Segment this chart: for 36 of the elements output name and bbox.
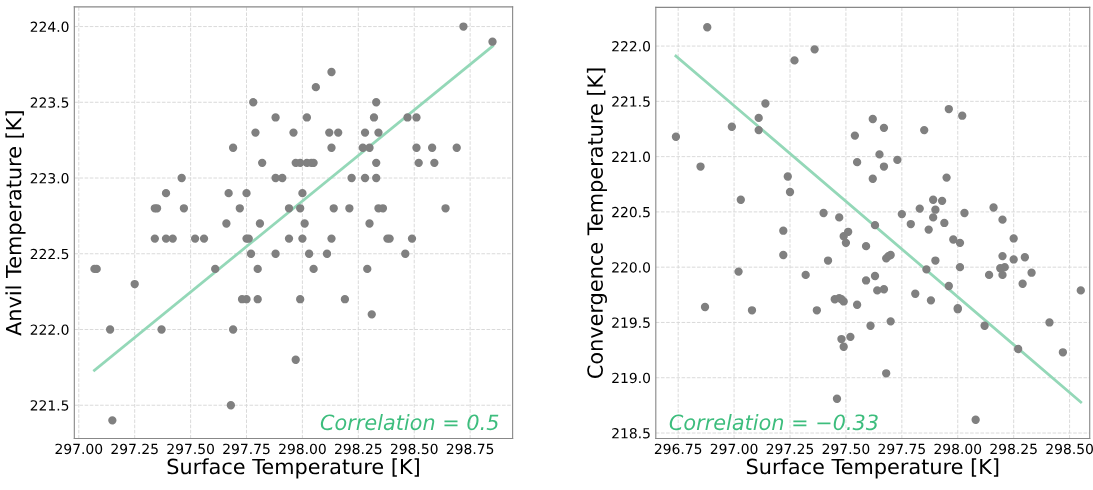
y-tick-label: 222.0 bbox=[612, 41, 651, 52]
y-tick-label: 218.5 bbox=[612, 427, 650, 439]
y-tick-label: 221.5 bbox=[612, 96, 650, 107]
x-tick-label: 298.00 bbox=[279, 443, 326, 455]
x-tick-label: 298.50 bbox=[1046, 443, 1093, 455]
x-tick-label: 298.50 bbox=[390, 443, 438, 455]
x-tick-label: 297.25 bbox=[111, 443, 158, 455]
x-axis-title: Surface Temperature [K] bbox=[746, 458, 999, 479]
y-tick-label: 222.0 bbox=[30, 324, 69, 335]
y-tick-label: 223.0 bbox=[30, 172, 69, 184]
x-tick-label: 297.00 bbox=[710, 443, 758, 455]
y-tick-label: 223.5 bbox=[30, 97, 69, 108]
y-axis-title: Anvil Temperature [K] bbox=[5, 111, 26, 336]
x-tick-label: 298.00 bbox=[934, 443, 982, 455]
y-tick-label: 220.0 bbox=[612, 262, 651, 273]
y-tick-label: 220.5 bbox=[612, 206, 650, 218]
y-tick-label: 221.5 bbox=[30, 400, 69, 411]
annotation: Correlation = −0.33 bbox=[669, 414, 878, 431]
x-tick-label: 296.75 bbox=[654, 443, 702, 455]
x-tick-label: 298.75 bbox=[446, 443, 494, 455]
y-tick-label: 219.0 bbox=[612, 372, 651, 384]
y-tick-label: 221.0 bbox=[612, 151, 651, 163]
x-tick-label: 298.25 bbox=[335, 443, 382, 455]
y-tick-label: 222.5 bbox=[30, 248, 69, 260]
x-tick-label: 297.50 bbox=[822, 443, 870, 455]
x-tick-label: 297.75 bbox=[878, 443, 925, 455]
y-tick-label: 224.0 bbox=[30, 21, 69, 33]
y-axis-title: Convergence Temperature [K] bbox=[586, 68, 608, 379]
x-tick-label: 297.50 bbox=[167, 443, 214, 455]
y-tick-label: 219.5 bbox=[612, 317, 650, 328]
x-axis-title: Surface Temperature [K] bbox=[167, 458, 419, 479]
x-tick-label: 297.75 bbox=[223, 443, 270, 455]
x-tick-label: 297.00 bbox=[55, 443, 103, 455]
x-tick-label: 298.25 bbox=[990, 443, 1037, 455]
annotation: Correlation = 0.5 bbox=[320, 414, 499, 431]
x-tick-label: 297.25 bbox=[766, 443, 814, 455]
